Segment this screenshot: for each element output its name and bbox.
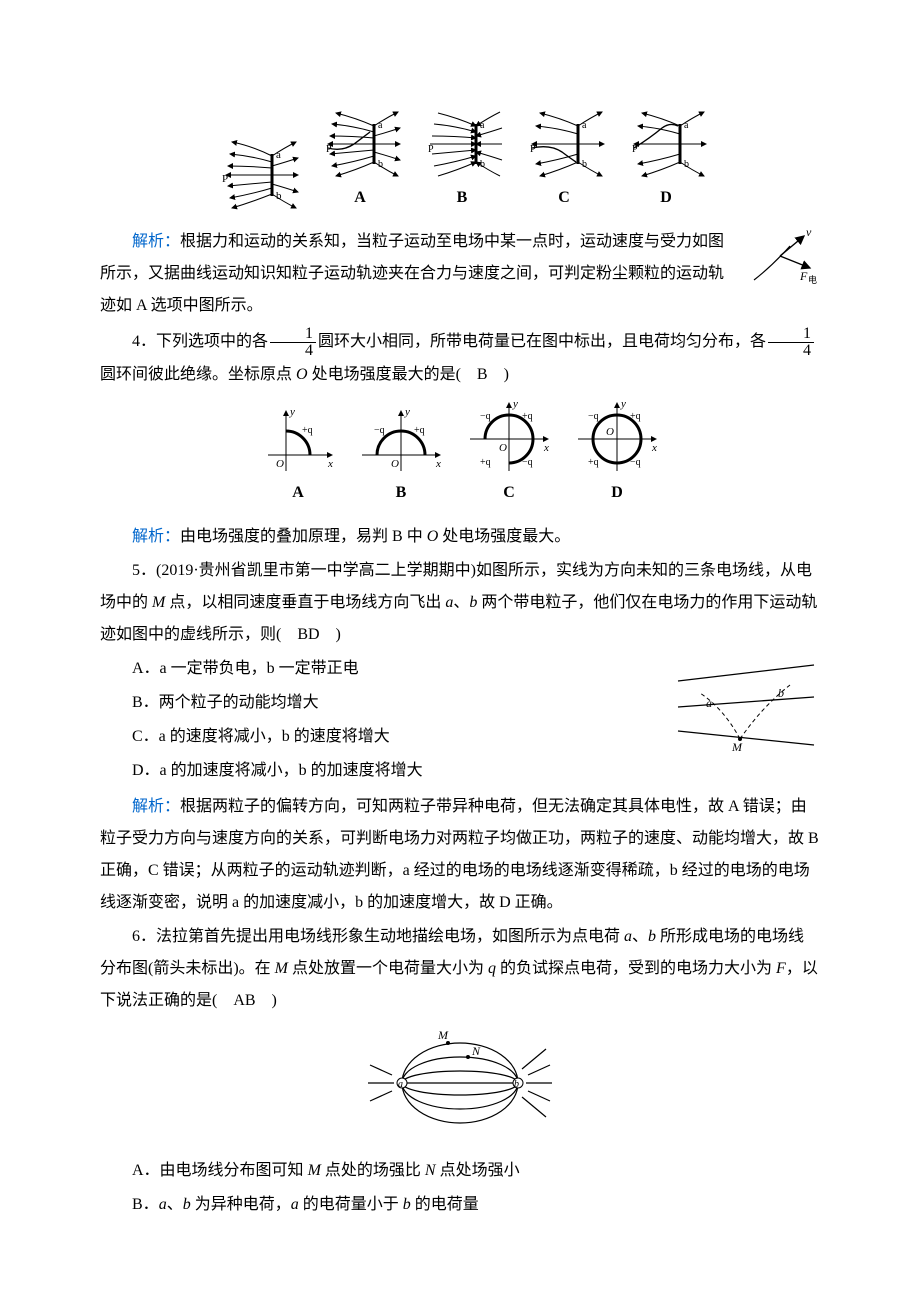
svg-text:P: P	[530, 144, 536, 155]
svg-text:+q: +q	[522, 411, 533, 422]
q4-fig-a: x y O +q A	[258, 405, 338, 509]
svg-text:a: a	[706, 696, 712, 710]
q3-figure-row: a b P ab P	[100, 108, 820, 214]
svg-text:y: y	[289, 406, 295, 418]
q3-fig-a: ab P A	[318, 108, 402, 214]
svg-text:O: O	[606, 426, 614, 438]
q4-fig-d: x y O +q −q −q +q D	[572, 399, 662, 509]
svg-text:y: y	[512, 399, 518, 410]
svg-text:−q: −q	[480, 411, 491, 422]
svg-text:O: O	[499, 442, 507, 454]
svg-text:+q: +q	[630, 411, 641, 422]
q3-label-d: D	[660, 182, 672, 214]
q6-opt-b: B．a、b 为异种电荷，a 的电荷量小于 b 的电荷量	[100, 1189, 820, 1221]
svg-text:−q: −q	[522, 457, 533, 468]
svg-text:+q: +q	[588, 457, 599, 468]
q3-analysis-text: 根据力和运动的关系知，当粒子运动至电场中某一点时，运动速度与受力如图所示，又据曲…	[100, 233, 724, 314]
q3-fig-base: a b P	[212, 136, 300, 214]
svg-text:+q: +q	[414, 425, 425, 436]
svg-text:电: 电	[808, 274, 817, 285]
svg-text:P: P	[326, 144, 332, 155]
svg-text:+q: +q	[302, 425, 313, 436]
q6-stem: 6．法拉第首先提出用电场线形象生动地描绘电场，如图所示为点电荷 a、b 所形成电…	[100, 921, 820, 1017]
svg-text:b: b	[514, 1079, 519, 1090]
analysis-label: 解析：	[132, 233, 180, 250]
q3-fig-c: ab P C	[522, 108, 606, 214]
q6-opt-a: A．由电场线分布图可知 M 点处的场强比 N 点处场强小	[100, 1155, 820, 1187]
field-spray-d-svg: ab P	[624, 108, 708, 180]
q3-fig-b: ab P B	[420, 108, 504, 214]
q3-label-c: C	[558, 182, 570, 214]
svg-text:O: O	[391, 458, 399, 470]
svg-text:x: x	[327, 458, 333, 470]
svg-text:F: F	[799, 269, 808, 283]
field-spray-base: a b P	[212, 136, 300, 214]
q4-stem: 4．下列选项中的各14圆环大小相同，所带电荷量已在图中标出，且电荷均匀分布，各1…	[100, 326, 820, 391]
svg-text:v: v	[806, 226, 812, 239]
q3-vector-fig: v F 电	[740, 226, 820, 302]
q5-stem: 5．(2019·贵州省凯里市第一中学高二上学期期中)如图所示，实线为方向未知的三…	[100, 555, 820, 651]
field-spray-c-svg: ab P	[522, 108, 606, 180]
q3-label-a: A	[354, 182, 366, 214]
svg-text:y: y	[404, 406, 410, 418]
svg-text:y: y	[620, 399, 626, 410]
svg-text:M: M	[731, 740, 743, 753]
svg-text:P: P	[428, 144, 434, 155]
q6-diagram: a b M N	[100, 1025, 820, 1147]
field-spray-a-svg: ab P	[318, 108, 402, 180]
q3-label-b: B	[457, 182, 468, 214]
field-spray-b-svg: ab P	[420, 108, 504, 180]
q5-diagram: a b M	[670, 653, 820, 765]
svg-text:a: a	[398, 1079, 403, 1090]
svg-text:x: x	[543, 442, 549, 454]
q3-fig-d: ab P D	[624, 108, 708, 214]
q4-fig-b: x y O +q −q B	[356, 405, 446, 509]
svg-text:x: x	[651, 442, 657, 454]
svg-text:b: b	[778, 686, 784, 700]
svg-text:x: x	[435, 458, 441, 470]
svg-text:N: N	[471, 1044, 481, 1058]
svg-text:O: O	[276, 458, 284, 470]
svg-text:−q: −q	[374, 425, 385, 436]
q4-fig-c: x y O +q −q −q +q C	[464, 399, 554, 509]
svg-text:M: M	[437, 1028, 449, 1042]
q4-number: 4．	[132, 333, 156, 350]
q3-analysis: 解析：根据力和运动的关系知，当粒子运动至电场中某一点时，运动速度与受力如图所示，…	[100, 226, 820, 322]
svg-text:−q: −q	[588, 411, 599, 422]
svg-text:−q: −q	[630, 457, 641, 468]
q4-figure-row: x y O +q A x y O +q −q B x y O	[100, 399, 820, 509]
q4-analysis: 解析：由电场强度的叠加原理，易判 B 中 O 处电场强度最大。	[100, 521, 820, 553]
svg-text:+q: +q	[480, 457, 491, 468]
q5-analysis: 解析：根据两粒子的偏转方向，可知两粒子带异种电荷，但无法确定其具体电性，故 A …	[100, 791, 820, 919]
